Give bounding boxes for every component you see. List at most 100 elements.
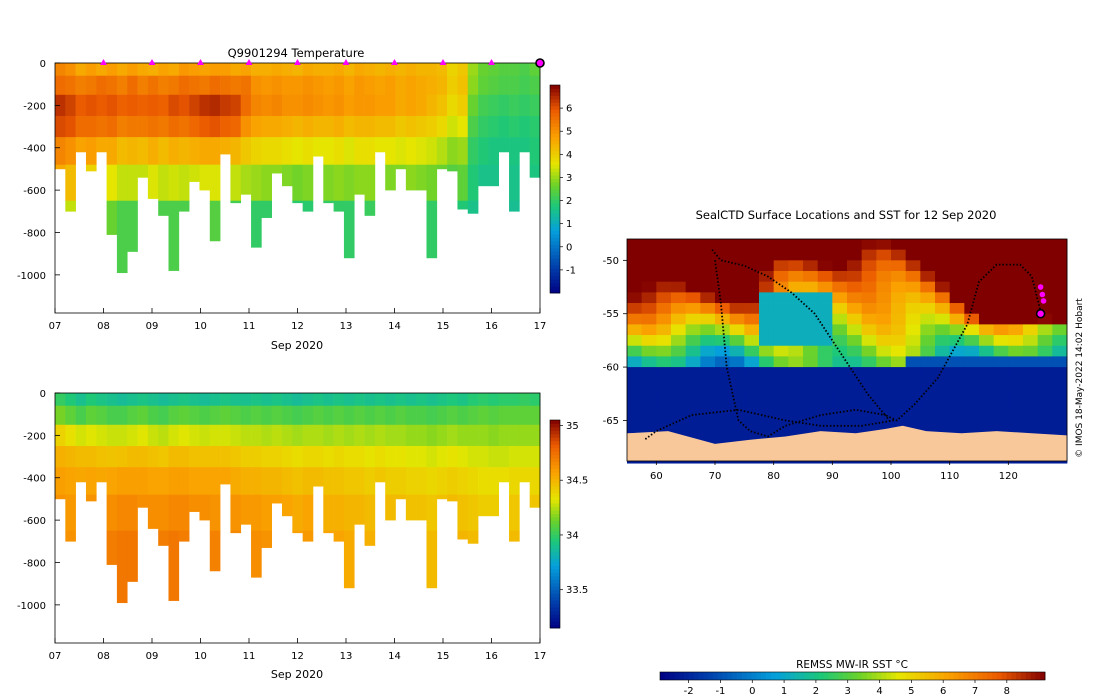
- section-cell: [529, 94, 541, 117]
- section-cell: [447, 424, 458, 447]
- section-cell: [498, 445, 510, 468]
- colorbar-swatch: [550, 286, 560, 290]
- section-cell: [147, 115, 159, 138]
- profile-marker: [245, 59, 253, 65]
- sst-cell: [715, 260, 731, 272]
- y-tick-label: -800: [23, 558, 46, 569]
- sst-cell: [685, 281, 701, 293]
- colorbar-swatch: [550, 426, 560, 431]
- sst-cell: [920, 409, 936, 421]
- section-cell: [85, 405, 97, 426]
- sst-cell: [876, 292, 892, 304]
- sst-cell: [905, 377, 921, 389]
- sst-cell: [920, 377, 936, 389]
- section-cell: [292, 393, 303, 407]
- sst-cell: [641, 399, 657, 411]
- section-cell: [168, 467, 180, 495]
- sst-colorbar-swatch: [684, 672, 690, 680]
- section-cell: [509, 137, 520, 165]
- section-cell: [354, 467, 365, 495]
- sst-colorbar-swatch: [1030, 672, 1036, 680]
- sst-cell: [744, 420, 760, 432]
- sst-cell: [949, 409, 965, 421]
- colorbar-swatch: [550, 234, 560, 238]
- sst-cell: [759, 409, 775, 421]
- section-cell: [292, 424, 303, 447]
- section-cell: [127, 467, 138, 495]
- x-tick-label: 17: [534, 321, 547, 332]
- section-cell: [199, 424, 211, 447]
- sst-cell: [715, 292, 731, 304]
- sst-cell: [905, 345, 921, 357]
- sst-cell: [715, 420, 731, 432]
- section-cell: [457, 200, 469, 210]
- colorbar-swatch: [550, 227, 560, 231]
- section-cell: [405, 63, 417, 77]
- sst-cell: [949, 356, 965, 368]
- section-cell: [416, 424, 427, 447]
- section-cell: [478, 137, 489, 165]
- colorbar-swatch: [550, 582, 560, 587]
- sst-cell: [671, 420, 687, 432]
- section-cell: [312, 424, 324, 447]
- section-cell: [354, 94, 365, 117]
- sst-cell: [759, 356, 775, 368]
- sst-cell: [1037, 324, 1053, 336]
- section-cell: [127, 137, 138, 165]
- section-cell: [189, 94, 200, 117]
- sst-cell: [729, 260, 745, 272]
- section-cell: [75, 63, 87, 77]
- sst-cell: [685, 303, 701, 315]
- section-cell: [240, 137, 252, 165]
- section-cell: [323, 75, 334, 96]
- sst-cell: [627, 271, 643, 283]
- colorbar-swatch: [550, 137, 560, 141]
- colorbar-swatch: [550, 603, 560, 608]
- sst-cell: [656, 313, 672, 325]
- y-tick-label: 0: [40, 59, 46, 70]
- section-cell: [343, 494, 355, 532]
- section-cell: [498, 424, 510, 447]
- section-cell: [209, 424, 221, 447]
- section-cell: [189, 393, 200, 407]
- section-cell: [251, 137, 262, 165]
- section-cell: [85, 63, 97, 77]
- sst-cell: [1008, 377, 1024, 389]
- section-cell: [426, 445, 438, 468]
- sst-cell: [920, 281, 936, 293]
- section-cell: [529, 405, 541, 426]
- sst-cell: [847, 388, 863, 400]
- sst-cell: [920, 345, 936, 357]
- section-cell: [333, 94, 345, 117]
- sst-cell: [861, 420, 877, 432]
- sst-cell: [1037, 281, 1053, 293]
- section-cell: [374, 115, 386, 138]
- sst-cell: [964, 249, 980, 261]
- colorbar-swatch: [550, 593, 560, 598]
- sst-cell: [920, 324, 936, 336]
- section-cell: [529, 393, 541, 407]
- section-cell: [364, 405, 376, 426]
- sst-cell: [656, 367, 672, 379]
- section-cell: [240, 424, 252, 447]
- section-cell: [333, 63, 345, 77]
- section-cell: [158, 200, 169, 216]
- section-cell: [178, 393, 190, 407]
- colorbar-swatch: [550, 489, 560, 494]
- colorbar-swatch: [550, 624, 560, 629]
- section-cell: [96, 467, 107, 483]
- colorbar-swatch: [550, 154, 560, 159]
- section-cell: [426, 494, 438, 532]
- sst-map-x-axis: 60 70 80 90 100 110 120: [650, 461, 1018, 482]
- section-cell: [498, 137, 510, 153]
- map-y-tick-label: -55: [603, 309, 619, 320]
- section-cell: [395, 75, 407, 96]
- sst-cell: [729, 239, 745, 251]
- sst-cell: [700, 239, 716, 251]
- sst-colorbar-swatch: [809, 672, 815, 680]
- section-cell: [178, 405, 190, 426]
- sst-cell: [861, 399, 877, 411]
- sst-cell: [935, 260, 951, 272]
- colorbar-swatch: [550, 527, 560, 532]
- sst-cell: [905, 303, 921, 315]
